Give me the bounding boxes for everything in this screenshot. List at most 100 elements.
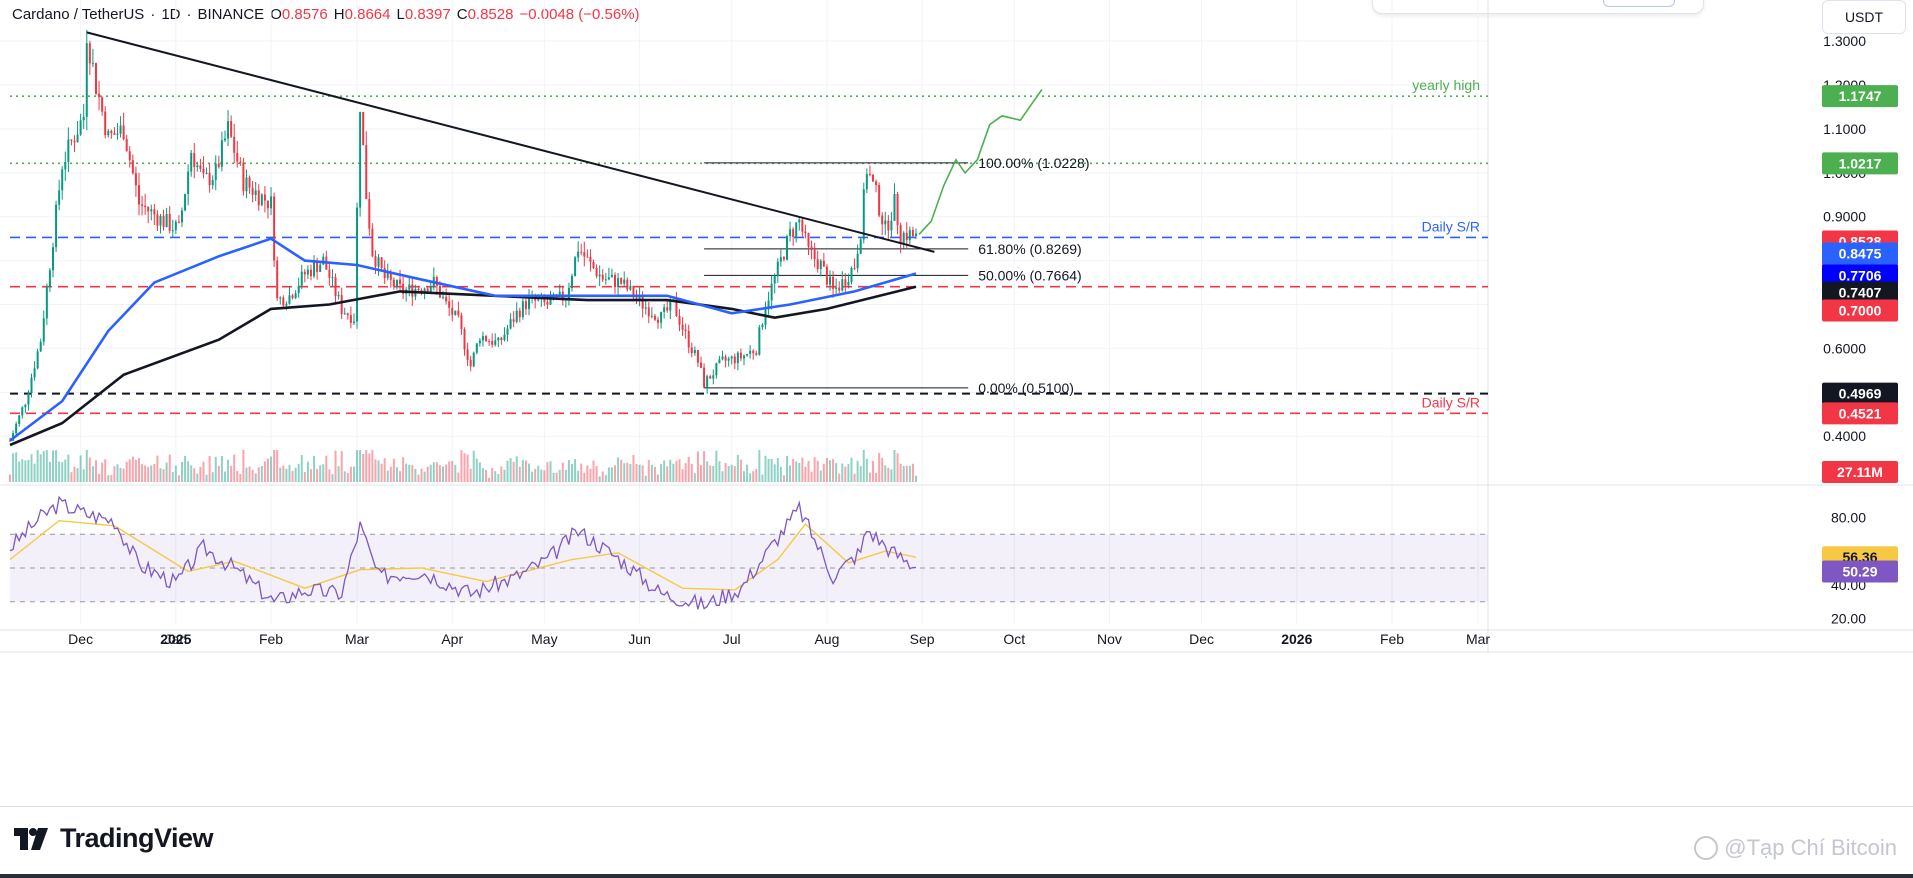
candle-body	[254, 190, 257, 195]
volume-bar	[574, 459, 577, 482]
volume-bar	[414, 468, 417, 482]
volume-bar	[678, 459, 681, 482]
candle-body	[306, 269, 309, 275]
candle-body	[758, 327, 761, 355]
volume-bar	[141, 464, 144, 482]
volume-bar	[144, 465, 147, 482]
candle-body	[546, 301, 549, 305]
volume-bar	[223, 471, 226, 482]
volume-bar	[537, 465, 540, 482]
candle-body	[147, 207, 150, 212]
volume-bar	[168, 454, 171, 482]
volume-bar	[205, 474, 208, 482]
volume-bar	[36, 450, 39, 482]
volume-bar	[743, 471, 745, 482]
volume-bar	[564, 469, 567, 482]
ema-black-badge-bg	[1822, 281, 1898, 304]
volume-bar	[303, 472, 306, 482]
candle-body	[122, 125, 125, 140]
rsi-badge: 50.29	[1842, 563, 1877, 579]
candle-body	[801, 219, 804, 232]
rsi-tick-label: 80.00	[1831, 509, 1866, 525]
volume-bar	[789, 465, 792, 482]
candle-body	[319, 264, 322, 272]
volume-bar	[807, 460, 810, 482]
watermark-icon	[1694, 836, 1719, 860]
volume-bar	[782, 475, 785, 482]
volume-bar	[319, 465, 322, 482]
fib-level-label: 0.00% (0.5100)	[978, 380, 1074, 396]
volume-bar	[531, 471, 534, 482]
volume-bar	[515, 456, 518, 482]
volume-bar	[438, 465, 441, 482]
volume-bar	[626, 462, 629, 482]
candle-body	[905, 232, 908, 241]
trendline	[86, 31, 935, 253]
volume-bar	[911, 463, 914, 482]
volume-bar	[165, 462, 168, 482]
volume-bar	[58, 461, 61, 482]
volume-bar	[276, 450, 279, 482]
volume-bar	[30, 454, 33, 482]
volume-bar	[426, 466, 429, 482]
candle-body	[841, 279, 844, 291]
volume-bars	[9, 450, 917, 482]
volume-bar	[24, 460, 27, 482]
time-tick-label: Aug	[814, 631, 839, 647]
volume-bar	[822, 463, 825, 482]
candle-body	[595, 267, 598, 277]
volume-bar	[779, 466, 782, 482]
candle-body	[460, 315, 463, 330]
volume-bar	[270, 456, 273, 482]
candle-body	[684, 329, 687, 331]
candle-body	[739, 352, 742, 359]
candle-body	[515, 310, 518, 322]
volume-bar	[650, 464, 653, 482]
volume-bar	[804, 466, 807, 482]
candle-body	[853, 267, 856, 269]
currency-selector[interactable]: USDT	[1822, 0, 1906, 34]
volume-bar	[752, 471, 755, 482]
projection-path	[918, 89, 1043, 235]
symbol-header: Cardano / TetherUS · 1D · BINANCE O0.857…	[12, 6, 640, 23]
candle-body	[574, 257, 577, 277]
volume-bar	[604, 475, 607, 482]
volume-bar	[21, 459, 24, 482]
time-tick-label: Sep	[910, 631, 935, 647]
volume-bar	[171, 471, 174, 482]
bottom-bar	[0, 874, 1913, 878]
candle-body	[666, 307, 669, 311]
volume-bar	[300, 455, 303, 482]
candle-body	[67, 139, 70, 162]
candle-body	[107, 130, 110, 136]
watermark-text: @Tạp Chí Bitcoin	[1724, 835, 1897, 860]
candle-body	[733, 356, 736, 364]
symbol-name[interactable]: Cardano / TetherUS	[12, 6, 145, 23]
candle-body	[822, 260, 825, 267]
volume-bar	[116, 464, 119, 482]
candle-body	[313, 262, 316, 277]
volume-bar	[356, 450, 359, 482]
candle-body	[156, 214, 159, 226]
volume-bar	[242, 450, 245, 482]
candle-body	[162, 215, 165, 227]
candle-body	[144, 205, 147, 208]
candle-body	[177, 221, 180, 223]
tradingview-logo[interactable]: TradingView	[14, 823, 214, 854]
volume-bar	[45, 450, 48, 482]
rsi-pane	[9, 495, 1488, 610]
candle-body	[316, 262, 319, 272]
candle-body	[328, 269, 331, 278]
candle-body	[223, 138, 226, 141]
volume-bar	[893, 450, 896, 482]
candle-body	[15, 423, 18, 434]
candle-body	[810, 246, 813, 250]
volume-bar	[245, 467, 248, 482]
price-badges: 1.17471.02170.852820:12:100.84750.77060.…	[1822, 85, 1898, 583]
candle-body	[767, 300, 770, 310]
candle-body	[491, 341, 494, 345]
volume-bar	[488, 477, 491, 482]
candle-body	[868, 174, 871, 176]
candle-body	[266, 200, 269, 209]
